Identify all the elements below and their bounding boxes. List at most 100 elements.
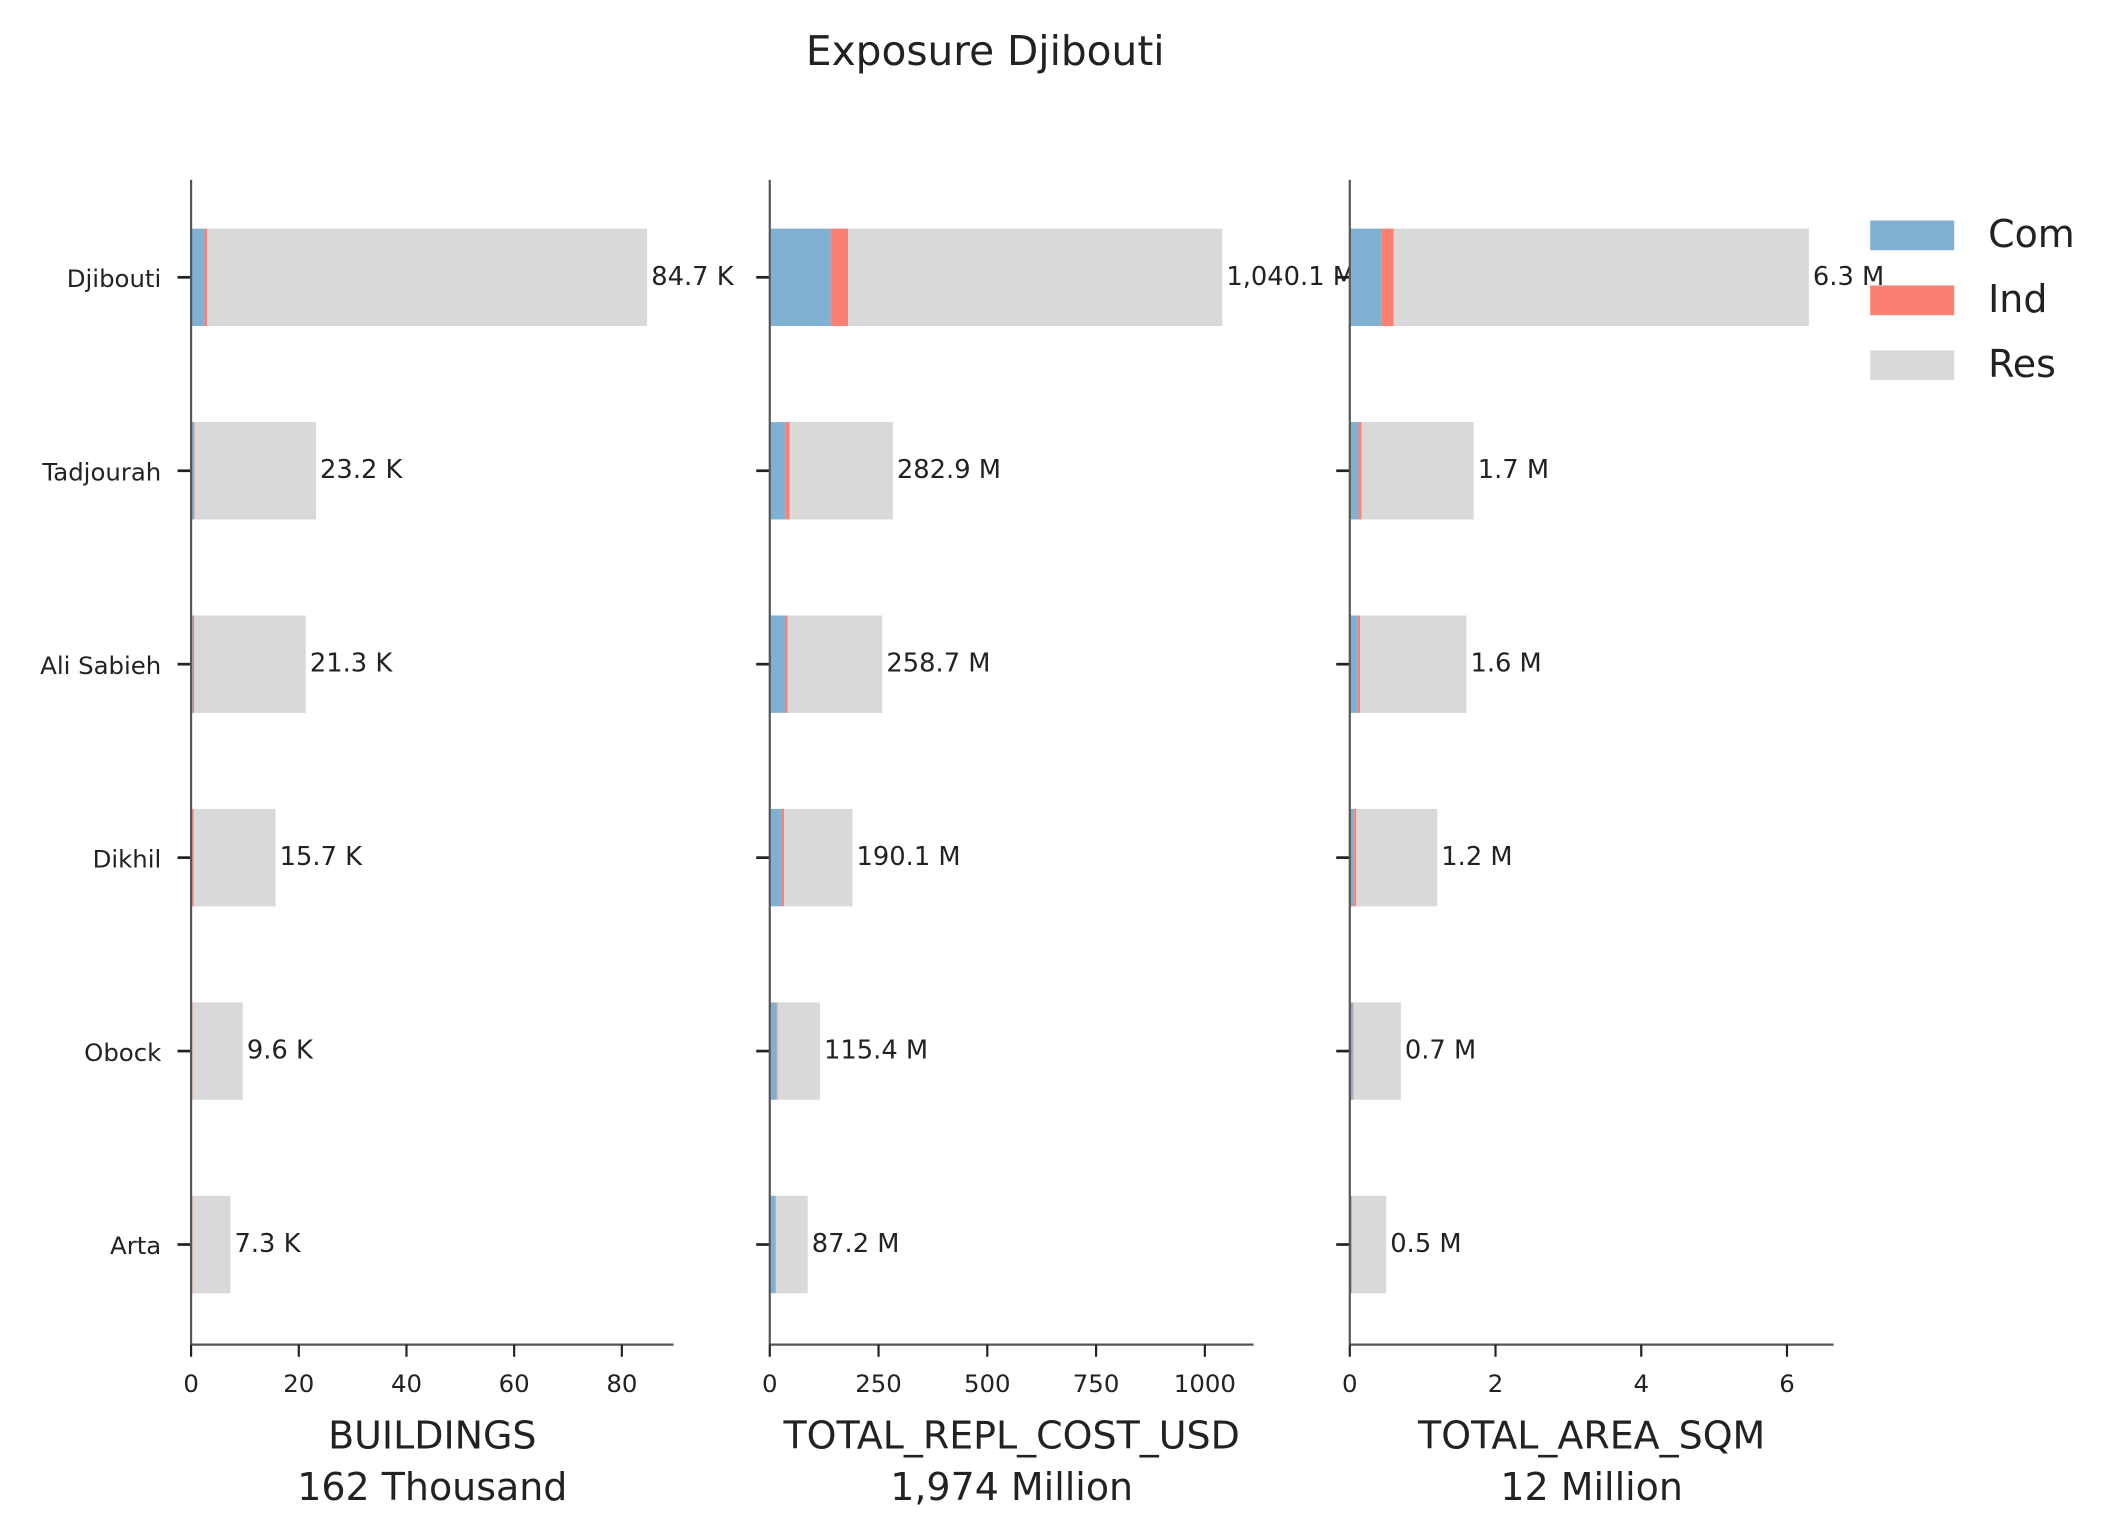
y-tick-label: Dikhil [93, 844, 162, 873]
x-axis-label: TOTAL_AREA_SQM [1417, 1413, 1765, 1457]
bar-segment [204, 228, 208, 327]
x-tick-label: 0 [1342, 1369, 1358, 1398]
bar-segment [1349, 808, 1355, 907]
bar-segment [1349, 1002, 1353, 1100]
x-tick-label: 750 [1073, 1369, 1120, 1398]
value-label: 115.4 M [824, 1036, 928, 1066]
x-tick-label: 20 [283, 1369, 314, 1398]
bar-segment [830, 228, 849, 327]
bar-segment [192, 1195, 231, 1294]
value-label: 0.5 M [1390, 1229, 1461, 1259]
bar-segment [781, 808, 785, 907]
value-label: 282.9 M [897, 455, 1001, 485]
bar-segment [769, 228, 831, 327]
bar-segment [1359, 615, 1467, 713]
bar-segment [1353, 1002, 1401, 1100]
bar-segment [784, 615, 788, 713]
bar-segment [1349, 615, 1358, 713]
bar-segment [192, 1002, 193, 1100]
bar-segment [194, 615, 306, 713]
bar-segment [192, 1195, 193, 1294]
x-tick-label: 0 [762, 1369, 778, 1398]
x-tick-label: 1000 [1174, 1369, 1236, 1398]
legend-label: Res [1988, 342, 2056, 386]
y-tick-label: Djibouti [67, 264, 162, 293]
bar-segment [769, 422, 786, 520]
value-label: 9.6 K [247, 1036, 314, 1066]
bar-segment [1349, 422, 1359, 520]
bar-segment [785, 422, 790, 520]
bar-segment [777, 1002, 820, 1100]
bar-segment [769, 615, 785, 713]
bar-segment [789, 422, 893, 520]
bar-segment [1361, 422, 1474, 520]
legend-label: Ind [1988, 277, 2047, 321]
bar-segment [191, 422, 195, 520]
value-label: 258.7 M [886, 649, 990, 679]
x-tick-label: 6 [1779, 1369, 1795, 1398]
bar-segment [1349, 228, 1382, 327]
bar-segment [1351, 1195, 1387, 1294]
bar-segment [1381, 228, 1394, 327]
x-tick-label: 4 [1633, 1369, 1649, 1398]
value-label: 1,040.1 M [1226, 262, 1355, 292]
bar-segment [194, 422, 317, 520]
x-axis-label: BUILDINGS [328, 1413, 536, 1457]
legend-swatch [1870, 220, 1955, 251]
value-label: 1.7 M [1478, 455, 1549, 485]
bar-segment [1351, 1195, 1352, 1294]
y-tick-label: Arta [110, 1231, 161, 1260]
bar-segment [775, 1195, 808, 1294]
bar-segment [784, 808, 853, 907]
value-label: 23.2 K [320, 455, 404, 485]
value-label: 1.6 M [1470, 649, 1541, 679]
value-label: 84.7 K [651, 262, 735, 292]
value-label: 87.2 M [812, 1229, 900, 1259]
x-axis-subtitle: 1,974 Million [890, 1465, 1133, 1509]
bar-segment [1356, 808, 1438, 907]
legend-swatch [1870, 285, 1955, 316]
value-label: 190.1 M [857, 842, 961, 872]
bar-segment [193, 808, 276, 907]
bar-segment [192, 615, 195, 713]
bar-segment [848, 228, 1223, 327]
x-axis-subtitle: 162 Thousand [297, 1465, 567, 1509]
bar-segment [776, 1002, 778, 1100]
bar-segment [207, 228, 648, 327]
bar-segment [1354, 808, 1357, 907]
x-tick-label: 80 [606, 1369, 637, 1398]
x-tick-label: 40 [391, 1369, 422, 1398]
bar-segment [1358, 422, 1362, 520]
bar-segment [1393, 228, 1809, 327]
bar-segment [1357, 615, 1360, 713]
chart-title: Exposure Djibouti [806, 27, 1165, 75]
y-tick-label: Ali Sabieh [40, 651, 161, 680]
legend-label: Com [1988, 212, 2075, 256]
x-tick-label: 0 [183, 1369, 199, 1398]
value-label: 21.3 K [310, 649, 394, 679]
value-label: 15.7 K [280, 842, 364, 872]
x-tick-label: 250 [855, 1369, 902, 1398]
bar-segment [769, 1195, 775, 1294]
y-tick-label: Obock [84, 1038, 162, 1067]
legend-swatch [1870, 350, 1955, 381]
x-tick-label: 500 [964, 1369, 1011, 1398]
bar-segment [191, 228, 205, 327]
bar-segment [787, 615, 883, 713]
bar-segment [769, 1002, 777, 1100]
x-axis-subtitle: 12 Million [1500, 1465, 1683, 1509]
value-label: 7.3 K [234, 1229, 301, 1259]
x-axis-label: TOTAL_REPL_COST_USD [783, 1413, 1240, 1457]
bar-segment [194, 422, 195, 520]
value-label: 0.7 M [1405, 1036, 1476, 1066]
bar-segment [769, 808, 782, 907]
value-label: 1.2 M [1441, 842, 1512, 872]
bar-segment [774, 1195, 776, 1294]
x-tick-label: 60 [499, 1369, 530, 1398]
bar-segment [192, 808, 194, 907]
bar-segment [192, 1002, 243, 1100]
y-tick-label: Tadjourah [41, 457, 161, 486]
bar-segment [1352, 1002, 1354, 1100]
x-tick-label: 2 [1488, 1369, 1504, 1398]
